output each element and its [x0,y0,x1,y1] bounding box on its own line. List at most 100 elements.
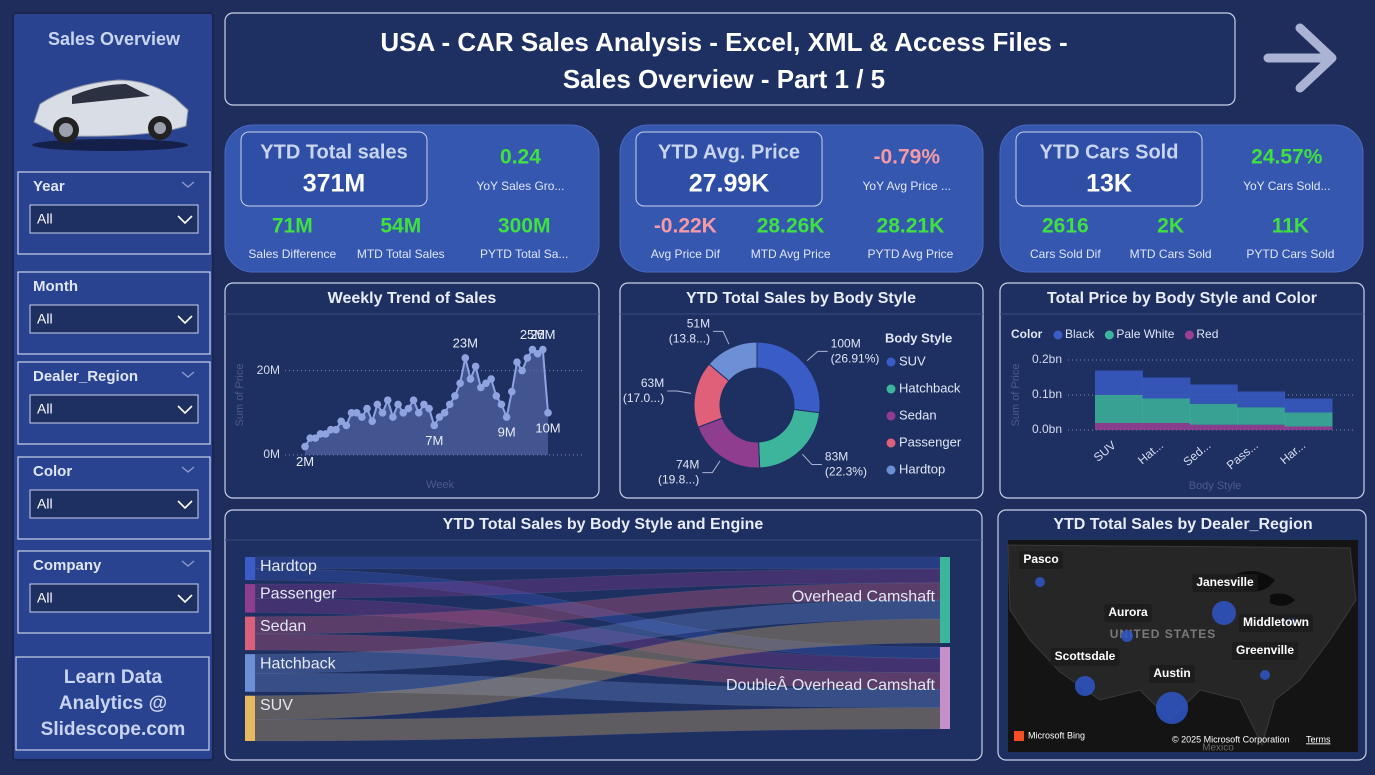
kpi-metric-value: 300M [498,215,551,238]
legend-title: Color [1011,327,1043,341]
map-label-bg [1149,665,1195,683]
y-tick-label: 0M [263,447,280,461]
legend-swatch [886,465,896,475]
chart-title: YTD Total Sales by Dealer_Region [1053,516,1312,533]
x-axis-title: Week [426,479,454,491]
filter-value: All [37,311,53,327]
kpi-metric-label: MTD Avg Price [751,247,831,261]
area-segment [1142,398,1191,423]
point [321,430,330,438]
filter-dropdown[interactable] [29,304,199,334]
point [508,387,516,396]
x-axis-title: Body Style [1189,480,1242,492]
map-city-label: Aurora [1108,605,1148,619]
data-label: 25M [530,327,555,342]
map-city-label: Middletown [1243,615,1309,629]
point [383,396,392,404]
sankey-node [245,654,255,692]
page-title: Sales Overview - Part 1 / 5 [563,64,885,94]
filter-collapse [181,466,195,473]
leader-line [806,350,828,361]
point [389,413,397,421]
y-tick-label: 0.0bn [1032,422,1062,436]
point [461,354,470,362]
sankey-node-label: Passenger [260,585,337,602]
point [352,409,361,417]
data-label: 7M [425,433,443,448]
area-segment [1095,395,1143,423]
point [528,345,537,354]
legend-swatch [886,438,896,448]
filter-dropdown[interactable] [29,204,199,234]
leader-line [713,330,730,345]
point [539,345,547,354]
legend-label: Sedan [899,407,937,422]
data-label: 100M (26.91%) [831,337,880,366]
kpi-metric-label: Sales Difference [248,247,336,261]
filter-label: Month [33,278,78,295]
y-axis-title: Sum of Price [1010,364,1022,427]
sankey-node [245,557,255,581]
point [523,354,532,362]
kpi-metric-value: 24.57% [1251,146,1323,169]
filter-dropdown[interactable] [29,583,199,613]
footer-text: Analytics @ [59,693,167,714]
sankey-node-label: DoubleÂ Overhead Camshaft [726,675,936,694]
data-label: 83M (22.3%) [825,450,867,479]
filter-dropdown[interactable] [29,394,199,424]
kpi-value: 13K [1086,170,1132,198]
kpi-metric-label: PYTD Cars Sold [1246,247,1334,261]
point [420,400,428,409]
map-land [1007,544,1357,747]
area-segment [1142,377,1191,399]
sankey-node [245,695,255,741]
kpi-metric-label: MTD Cars Sold [1130,247,1212,261]
point [445,400,454,409]
kpi-metric-value: 2K [1157,215,1184,238]
data-label: 23M [453,335,478,350]
kpi-title: YTD Cars Sold [1040,141,1179,163]
point [502,413,511,421]
point [451,392,459,400]
kpi-metric-label: YoY Cars Sold... [1243,179,1330,193]
area-segment [1095,423,1143,430]
area-segment [1237,407,1286,425]
area-segment [1237,391,1286,408]
area-segment [1189,384,1238,404]
area [305,349,548,455]
filter-dropdown[interactable] [29,489,199,519]
point [544,409,552,417]
legend-swatch [1104,330,1114,340]
point [425,404,433,413]
map-label-bg [1104,604,1152,622]
point [466,375,475,383]
map-city-label: Janesville [1196,575,1254,589]
filter-value: All [37,211,53,227]
data-label: 25M [520,327,545,342]
leader-line [702,460,721,474]
map-terms[interactable]: Terms [1306,734,1331,744]
point [358,413,366,421]
map-bubble [1120,629,1134,643]
map-label-bg [1239,614,1313,632]
kpi-metric-label: PYTD Total Sa... [480,247,568,261]
map-country: UNITED STATES [1110,627,1217,641]
kpi-value: 371M [303,170,366,198]
car-image [32,79,189,151]
point [404,404,413,413]
point [301,442,309,451]
map-provider: Microsoft Bing [1028,730,1085,740]
point [332,425,340,434]
data-label: 2M [296,454,314,469]
point [492,392,501,400]
kpi-metric-label: Cars Sold Dif [1030,247,1101,261]
legend-label: Red [1196,327,1218,341]
map-label-bg [1192,574,1258,592]
next-page-arrow[interactable] [1263,23,1337,93]
dropdown-chevron [177,315,193,325]
legend-swatch [886,357,896,367]
point [337,417,345,426]
legend-swatch [1053,330,1063,340]
area-segment [1284,412,1333,427]
